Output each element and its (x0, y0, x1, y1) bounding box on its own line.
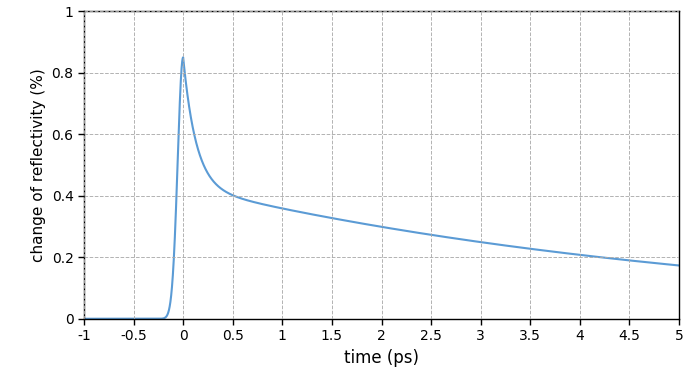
X-axis label: time (ps): time (ps) (344, 349, 419, 367)
Y-axis label: change of reflectivity (%): change of reflectivity (%) (31, 68, 46, 262)
